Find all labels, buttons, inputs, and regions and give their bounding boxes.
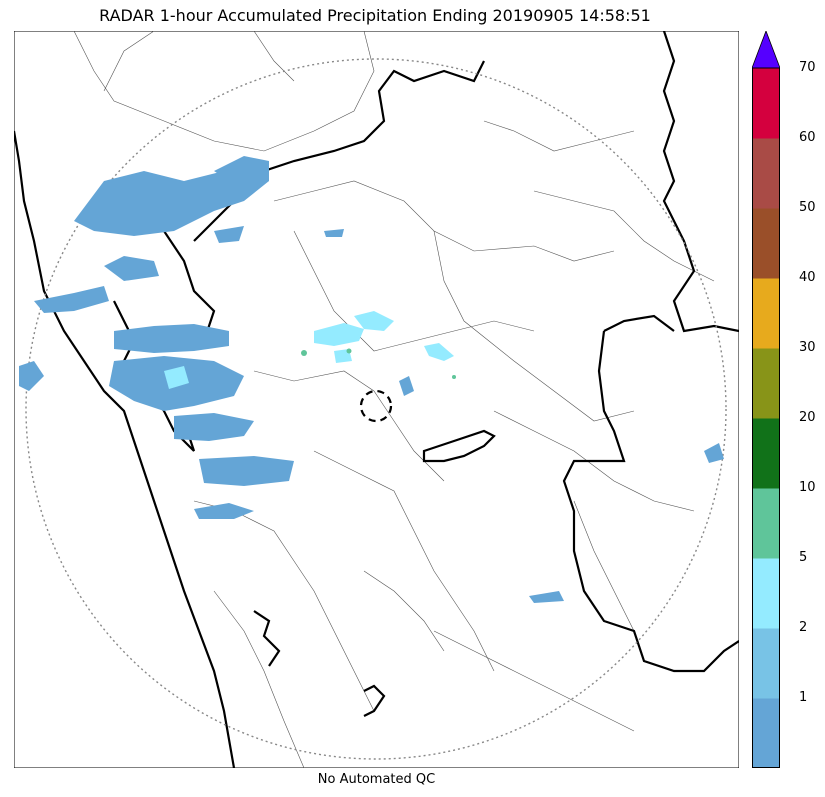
colorbar-segment <box>752 208 780 279</box>
colorbar-segment <box>752 698 780 768</box>
colorbar-frame <box>752 67 780 768</box>
colorbar-segments <box>752 68 780 768</box>
colorbar-tick-label: 40 <box>799 270 816 285</box>
map-title: RADAR 1-hour Accumulated Precipitation E… <box>99 6 651 25</box>
colorbar-tick-label: 10 <box>799 480 816 495</box>
colorbar-segment <box>752 278 780 349</box>
colorbar-tick-label: 60 <box>799 130 816 145</box>
colorbar-tick-label: 5 <box>799 550 808 565</box>
colorbar-segment <box>752 628 780 699</box>
radar-range-ring <box>25 58 727 760</box>
colorbar-tick-label: 2 <box>799 620 808 635</box>
colorbar-tick-label: 50 <box>799 200 816 215</box>
colorbar-extend-arrow <box>752 31 780 69</box>
qc-note: No Automated QC <box>317 772 436 787</box>
colorbar-segment <box>752 68 780 139</box>
colorbar-tick-label: 20 <box>799 410 816 425</box>
colorbar-segment <box>752 348 780 419</box>
radar-site-marker <box>359 389 393 423</box>
colorbar <box>752 31 780 768</box>
radar-map <box>14 31 739 768</box>
colorbar-tick-label: 30 <box>799 340 816 355</box>
precipitation-areas <box>19 156 724 603</box>
colorbar-segment <box>752 558 780 629</box>
colorbar-tick-label: 70 <box>799 60 816 75</box>
colorbar-segment <box>752 488 780 559</box>
colorbar-segment <box>752 418 780 489</box>
light-precip-cells <box>164 311 454 389</box>
colorbar-tick-label: 1 <box>799 690 808 705</box>
moderate-precip-cells <box>301 348 456 379</box>
colorbar-segment <box>752 138 780 209</box>
